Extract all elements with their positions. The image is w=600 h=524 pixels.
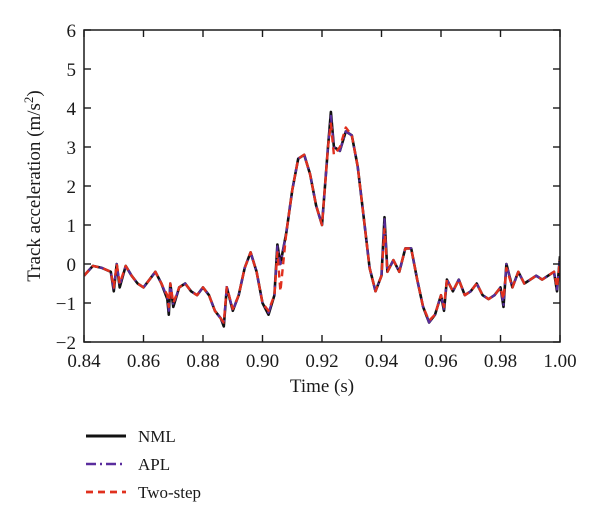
series-line-two-step — [84, 122, 560, 324]
y-axis-label-sup: 2 — [21, 97, 36, 104]
y-axis-label: Track acceleration (m/s2) — [21, 90, 46, 282]
x-tick-label: 0.84 — [67, 351, 101, 372]
legend: NML APL Two-step — [86, 427, 201, 502]
series-line-apl — [84, 114, 560, 326]
x-tick-label: 0.96 — [424, 351, 457, 372]
y-tick-label: 2 — [67, 177, 77, 198]
ticks-layer: 0.84 0.86 0.88 0.90 0.92 0.94 0.96 0.98 1.00 −2 −1… — [56, 21, 577, 372]
x-tick-label: 0.92 — [305, 351, 338, 372]
series-layer — [84, 110, 560, 328]
x-tick-label: 0.98 — [484, 351, 517, 372]
y-tick-label: 0 — [67, 255, 77, 276]
x-tick-label: 0.86 — [127, 351, 160, 372]
plot-frame — [83, 29, 561, 343]
y-axis-label-close: ) — [24, 90, 45, 96]
series-line-nml — [84, 110, 560, 328]
x-axis-label: Time (s) — [290, 376, 354, 397]
x-tick-label: 1.00 — [543, 351, 576, 372]
legend-label: APL — [138, 455, 170, 474]
y-tick-label: 6 — [67, 21, 77, 42]
y-axis-label-main: Track acceleration (m/s — [24, 103, 45, 282]
y-tick-label: −2 — [56, 333, 76, 354]
x-tick-label: 0.94 — [365, 351, 399, 372]
y-tick-label: −1 — [56, 294, 76, 315]
legend-label: NML — [138, 427, 176, 446]
x-tick-label: 0.88 — [186, 351, 219, 372]
y-tick-label: 3 — [67, 138, 77, 159]
x-tick-label: 0.90 — [246, 351, 279, 372]
y-tick-label: 4 — [67, 99, 77, 120]
y-tick-label: 5 — [67, 60, 77, 81]
y-tick-label: 1 — [67, 216, 77, 237]
legend-label: Two-step — [138, 483, 201, 502]
